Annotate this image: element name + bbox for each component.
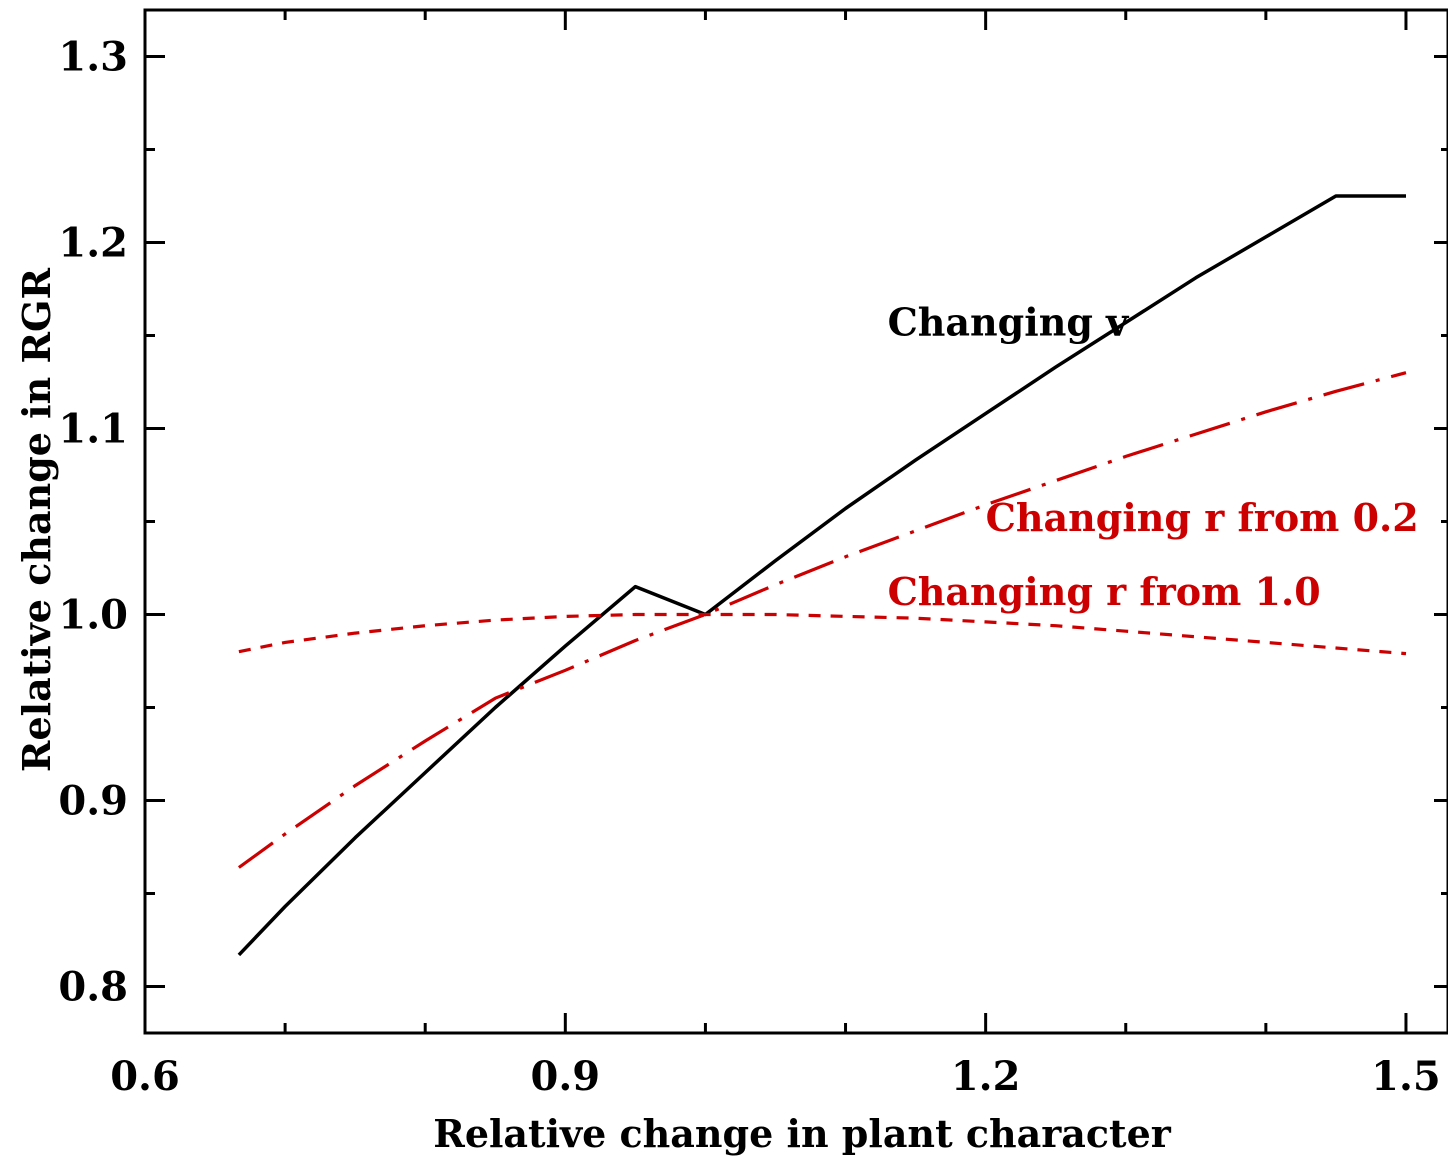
y-tick-label: 1.0 bbox=[58, 592, 128, 639]
x-tick-label: 1.2 bbox=[951, 1053, 1021, 1100]
series-line-2 bbox=[238, 612, 1407, 656]
series-line-1 bbox=[237, 371, 1407, 869]
x-tick-label: 1.5 bbox=[1371, 1053, 1441, 1100]
annotation-1: Changing r from 0.2 bbox=[986, 495, 1419, 540]
x-tick-label: 0.6 bbox=[110, 1053, 180, 1100]
series-layer bbox=[237, 194, 1407, 957]
x-axis-label: Relative change in plant character bbox=[433, 1111, 1172, 1156]
y-tick-label: 1.3 bbox=[58, 34, 128, 81]
axis-ticks: 0.6 0.9 1.2 1.5 0.8 0.9 1.0 1.1 1.2 1.3 bbox=[58, 10, 1448, 1100]
annotations: Changing v Changing r from 0.2 Changing r … bbox=[888, 300, 1419, 615]
y-tick-label: 0.9 bbox=[58, 778, 128, 825]
x-tick-label: 0.9 bbox=[531, 1053, 601, 1100]
series-line-0 bbox=[237, 194, 1406, 957]
y-tick-label: 1.1 bbox=[58, 406, 128, 453]
annotation-2: Changing r from 1.0 bbox=[888, 569, 1321, 614]
y-axis-label: Relative change in RGR bbox=[14, 267, 59, 772]
y-tick-label: 1.2 bbox=[58, 220, 128, 267]
annotation-0: Changing v bbox=[888, 300, 1131, 345]
y-tick-label: 0.8 bbox=[58, 964, 128, 1011]
